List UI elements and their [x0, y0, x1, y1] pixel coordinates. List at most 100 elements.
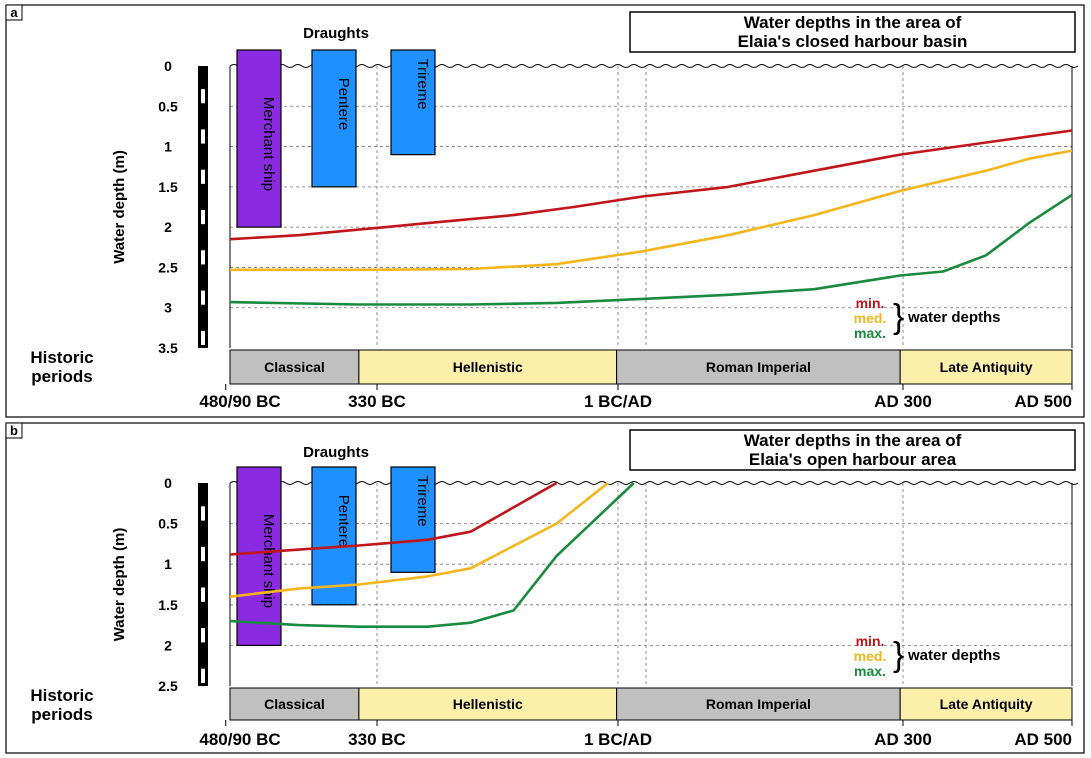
x-tick-label: AD 300 [874, 392, 932, 411]
x-tick-label: AD 300 [874, 730, 932, 749]
draught-trireme [390, 466, 436, 573]
y-tick-label: 2 [164, 219, 172, 235]
period-late-antiquity [899, 349, 1073, 385]
period-roman-imperial [616, 687, 901, 721]
y-tick-label: 0.5 [158, 98, 178, 114]
panel-a: a 0 0.5 1 1.5 2 2.5 3 3.5 Water depth (m) Classica… [5, 4, 1085, 418]
chart-title: Elaia's closed harbour basin [738, 32, 968, 51]
scale-bar-segment [201, 628, 205, 643]
y-tick-label: 1 [164, 556, 172, 572]
panel-frame [5, 4, 1085, 418]
legend-entry: max. [854, 325, 886, 341]
draught-trireme [390, 49, 436, 156]
legend-brace: } [893, 636, 904, 674]
scale-bar-segment [201, 290, 205, 305]
period-label: Late Antiquity [940, 696, 1033, 712]
x-tick-label: AD 500 [1014, 730, 1072, 749]
draught-label: Trireme [414, 58, 431, 109]
legend-entry: med. [854, 648, 887, 664]
legend-entry: min. [856, 295, 885, 311]
draught-pentere [311, 49, 357, 188]
historic-periods-label: Historic [30, 348, 93, 367]
y-tick-label: 2.5 [158, 259, 178, 275]
x-tick-label: 480/90 BC [199, 730, 280, 749]
period-classical [229, 687, 360, 721]
x-tick-label: 480/90 BC [199, 392, 280, 411]
y-tick-label: 1.5 [158, 597, 178, 613]
legend-entry: min. [856, 633, 885, 649]
x-tick-label: 330 BC [348, 392, 406, 411]
series-line-med [230, 149, 1073, 272]
period-roman-imperial [616, 349, 901, 385]
x-tick-label: 1 BC/AD [584, 730, 652, 749]
legend-entry: med. [854, 310, 887, 326]
draught-label: Pentere [335, 78, 352, 131]
period-label: Hellenistic [453, 696, 523, 712]
draughts-label: Draughts [303, 444, 369, 461]
y-axis-label: Water depth (m) [111, 150, 128, 264]
draughts-label: Draughts [303, 25, 369, 42]
period-hellenistic [358, 349, 618, 385]
water-surface [229, 481, 1079, 485]
historic-periods-label: Historic [30, 686, 93, 705]
panel-b: b 0 0.5 1 1.5 2 2.5 Water depth (m) Classical Hel… [5, 422, 1085, 754]
y-tick-label: 1.5 [158, 179, 178, 195]
series-line-max [229, 193, 1073, 306]
period-label: Hellenistic [453, 359, 523, 375]
draught-merchant-ship [236, 49, 282, 228]
scale-bar-segment [201, 169, 205, 184]
panel-label-box [5, 422, 23, 439]
panel-frame [5, 422, 1085, 754]
panel-label: a [10, 5, 18, 20]
scale-bar-segment [201, 668, 205, 683]
panel-label-box [5, 4, 23, 21]
scale-bar-segment [201, 250, 205, 265]
draught-label: Merchant ship [260, 97, 277, 191]
scale-bar-segment [201, 506, 205, 521]
period-label: Late Antiquity [940, 359, 1033, 375]
draught-pentere [311, 466, 357, 606]
historic-periods-label: periods [31, 705, 92, 724]
water-surface [229, 64, 1079, 68]
x-tick-label: 1 BC/AD [584, 392, 652, 411]
period-classical [229, 349, 360, 385]
scale-bar [198, 483, 208, 686]
legend-suffix: water depths [907, 309, 1001, 326]
y-tick-label: 2 [164, 637, 172, 653]
title-box [629, 429, 1076, 471]
x-tick-label: 330 BC [348, 730, 406, 749]
scale-bar-segment [201, 129, 205, 144]
title-box [629, 11, 1076, 53]
y-tick-label: 3 [164, 300, 172, 316]
chart-title: Water depths in the area of [744, 13, 962, 32]
period-hellenistic [358, 687, 618, 721]
series-line-max [229, 482, 635, 629]
period-label: Classical [264, 696, 325, 712]
period-label: Roman Imperial [706, 359, 811, 375]
scale-bar-segment [201, 587, 205, 602]
period-label: Roman Imperial [706, 696, 811, 712]
scale-bar-segment [201, 546, 205, 562]
draught-label: Pentere [335, 495, 352, 548]
y-tick-label: 0.5 [158, 516, 178, 532]
scale-bar-segment [201, 330, 205, 345]
period-late-antiquity [899, 687, 1073, 721]
chart-title: Water depths in the area of [744, 431, 962, 450]
y-tick-label: 0 [164, 58, 172, 74]
legend-brace: } [893, 298, 904, 336]
panel-label: b [10, 423, 18, 438]
period-label: Classical [264, 359, 325, 375]
y-tick-label: 1 [164, 139, 172, 155]
draught-label: Merchant ship [260, 514, 277, 608]
y-axis-label: Water depth (m) [111, 528, 128, 642]
draught-label: Trireme [414, 475, 431, 526]
x-tick-label: AD 500 [1014, 392, 1072, 411]
y-tick-label: 2.5 [158, 678, 178, 694]
scale-bar [198, 66, 208, 348]
legend-suffix: water depths [907, 647, 1001, 664]
series-line-min [229, 481, 558, 556]
y-tick-label: 3.5 [158, 340, 178, 356]
scale-bar-segment [201, 210, 205, 225]
legend-entry: max. [854, 663, 886, 679]
